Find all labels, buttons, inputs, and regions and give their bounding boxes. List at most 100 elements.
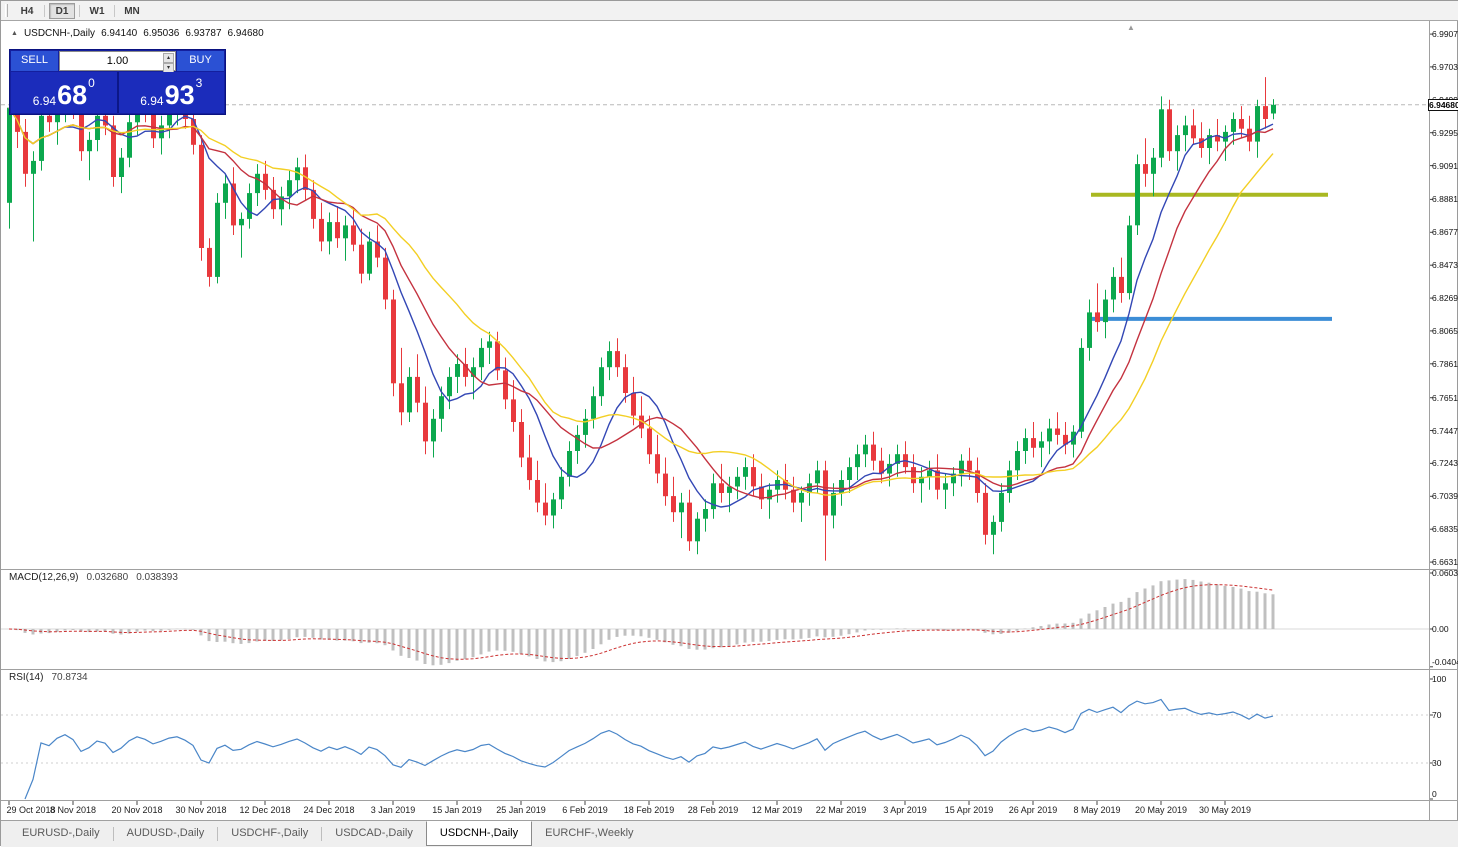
- chart-tab-audusd[interactable]: AUDUSD-,Daily: [126, 827, 205, 839]
- sell-button[interactable]: SELL: [11, 51, 58, 71]
- sell-price-pip: 0: [88, 76, 95, 90]
- price-axis-label: 6.90910: [1432, 161, 1458, 171]
- macd-histogram: [15, 579, 1275, 666]
- toolbar-grip-handle[interactable]: [5, 4, 8, 17]
- chart-tab-eurusd[interactable]: EURUSD-,Daily: [22, 827, 100, 839]
- macd-axis-label: 0.00: [1432, 624, 1449, 634]
- toolbar-separator: [79, 4, 80, 17]
- rsi-axis-label: 100: [1432, 674, 1447, 684]
- price-axis-label: 6.74470: [1432, 426, 1458, 436]
- timeframe-button-mn[interactable]: MN: [124, 5, 140, 17]
- moving-average-8-line[interactable]: [8, 107, 1274, 508]
- timeframe-button-h4[interactable]: H4: [20, 5, 34, 17]
- price-axis-label: 6.88810: [1432, 194, 1458, 204]
- sell-price-big-digits: 68: [57, 80, 88, 110]
- date-axis-label: 12 Mar 2019: [751, 805, 803, 815]
- macd-label: MACD(12,26,9): [9, 572, 79, 583]
- date-axis-label: 20 May 2019: [1134, 805, 1188, 815]
- bid-price-tag: 6.94680: [1428, 99, 1458, 111]
- sell-price-display[interactable]: 6.94 68 0: [11, 72, 117, 113]
- date-axis-label: 3 Apr 2019: [883, 805, 927, 815]
- panel-separator[interactable]: [1, 669, 1458, 670]
- timeframe-toolbar: H4 D1 W1 MN: [1, 1, 1458, 21]
- toolbar-separator: [44, 4, 45, 17]
- rsi-axis-label: 0: [1432, 789, 1437, 799]
- chart-symbol-label: USDCNH-,Daily: [23, 28, 96, 39]
- tab-separator: [321, 827, 323, 841]
- tab-separator: [112, 827, 114, 841]
- trade-panel-collapse-icon[interactable]: ▲: [11, 30, 18, 37]
- candlesticks: [7, 77, 1276, 561]
- rsi-axis-label: 30: [1432, 758, 1442, 768]
- price-axis-label: 6.68350: [1432, 524, 1458, 534]
- date-axis-label: 15 Jan 2019: [432, 805, 482, 815]
- price-divider: [116, 72, 119, 113]
- timeframe-button-w1[interactable]: W1: [89, 5, 105, 17]
- macd-signal-line: [8, 584, 1274, 660]
- date-axis-label: 15 Apr 2019: [944, 805, 994, 815]
- date-axis-label: 30 May 2019: [1198, 805, 1252, 815]
- price-axis-label: 6.82690: [1432, 293, 1458, 303]
- chart-tab-usdcnh[interactable]: USDCNH-,Daily: [425, 821, 533, 846]
- price-axis-label: 6.78610: [1432, 359, 1458, 369]
- date-axis-label: 24 Dec 2018: [303, 805, 355, 815]
- ohlc-close: 6.94680: [227, 28, 264, 39]
- buy-price-big-digits: 93: [164, 80, 195, 110]
- sell-price-base: 6.94: [32, 94, 57, 108]
- price-axis-label: 6.72430: [1432, 458, 1458, 468]
- date-axis-label: 22 Mar 2019: [815, 805, 867, 815]
- rsi-line: [24, 698, 1274, 800]
- rsi-value: 70.8734: [51, 672, 88, 683]
- volume-field[interactable]: 1.00 ▴ ▾: [59, 51, 176, 73]
- date-axis-label: 12 Dec 2018: [239, 805, 291, 815]
- date-axis-label: 3 Jan 2019: [370, 805, 416, 815]
- panel-separator: [1, 820, 1458, 821]
- price-axis-label: 6.99070: [1432, 29, 1458, 39]
- panel-separator[interactable]: [1, 569, 1458, 570]
- buy-price-display[interactable]: 6.94 93 3: [119, 72, 225, 113]
- price-axis-label: 6.76510: [1432, 393, 1458, 403]
- toolbar-separator: [114, 4, 115, 17]
- date-axis-label: 30 Nov 2018: [175, 805, 227, 815]
- macd-axis-label: 0.060342: [1432, 568, 1458, 578]
- price-axis-border: [1429, 21, 1430, 820]
- buy-price-pip: 3: [195, 76, 203, 90]
- volume-increase-button[interactable]: ▴: [163, 53, 174, 63]
- chart-shift-marker-icon[interactable]: ▲: [1127, 23, 1135, 32]
- date-axis-label: 28 Feb 2019: [687, 805, 739, 815]
- timeframe-button-d1[interactable]: D1: [49, 2, 75, 19]
- chart-tab-eurchf[interactable]: EURCHF-,Weekly: [545, 827, 634, 839]
- volume-spinner: ▴ ▾: [163, 53, 174, 73]
- buy-button[interactable]: BUY: [177, 51, 224, 71]
- date-axis-label: 26 Apr 2019: [1008, 805, 1058, 815]
- rsi-label: RSI(14): [9, 672, 44, 683]
- chart-tab-bar: EURUSD-,Daily AUDUSD-,Daily USDCHF-,Daily U…: [1, 821, 1458, 847]
- tab-separator: [217, 827, 219, 841]
- chart-tab-usdcad[interactable]: USDCAD-,Daily: [335, 827, 413, 839]
- date-axis-label: 25 Jan 2019: [496, 805, 546, 815]
- date-axis-label: 8 May 2019: [1073, 805, 1121, 815]
- price-axis-label: 6.84730: [1432, 260, 1458, 270]
- timeframe-buttons: H4 D1 W1 MN: [13, 2, 146, 19]
- date-axis-label: 20 Nov 2018: [111, 805, 163, 815]
- rsi-indicator-header: RSI(14) 70.8734: [9, 672, 88, 683]
- price-axis-label: 6.86770: [1432, 227, 1458, 237]
- ohlc-high: 6.95036: [143, 28, 180, 39]
- price-axis-label: 6.97030: [1432, 62, 1458, 72]
- macd-axis-label: -0.04041: [1432, 657, 1458, 667]
- price-axis-label: 6.92950: [1432, 128, 1458, 138]
- one-click-trading-panel: SELL 1.00 ▴ ▾ BUY 6.94 68 0 6.94 93 3: [9, 49, 226, 115]
- buy-price-base: 6.94: [140, 94, 164, 108]
- moving-average-21-line[interactable]: [8, 107, 1274, 496]
- moving-average-13-line[interactable]: [8, 107, 1274, 499]
- ohlc-open: 6.94140: [101, 28, 138, 39]
- date-axis-label: 29 Oct 2018: [6, 805, 56, 815]
- price-axis-label: 6.70390: [1432, 491, 1458, 501]
- date-axis-label: 18 Feb 2019: [623, 805, 675, 815]
- macd-value-main: 0.032680: [86, 572, 129, 583]
- price-axis-label: 6.80650: [1432, 326, 1458, 336]
- trade-panel-controls: SELL 1.00 ▴ ▾ BUY: [11, 51, 224, 73]
- chart-tab-usdchf[interactable]: USDCHF-,Daily: [231, 827, 309, 839]
